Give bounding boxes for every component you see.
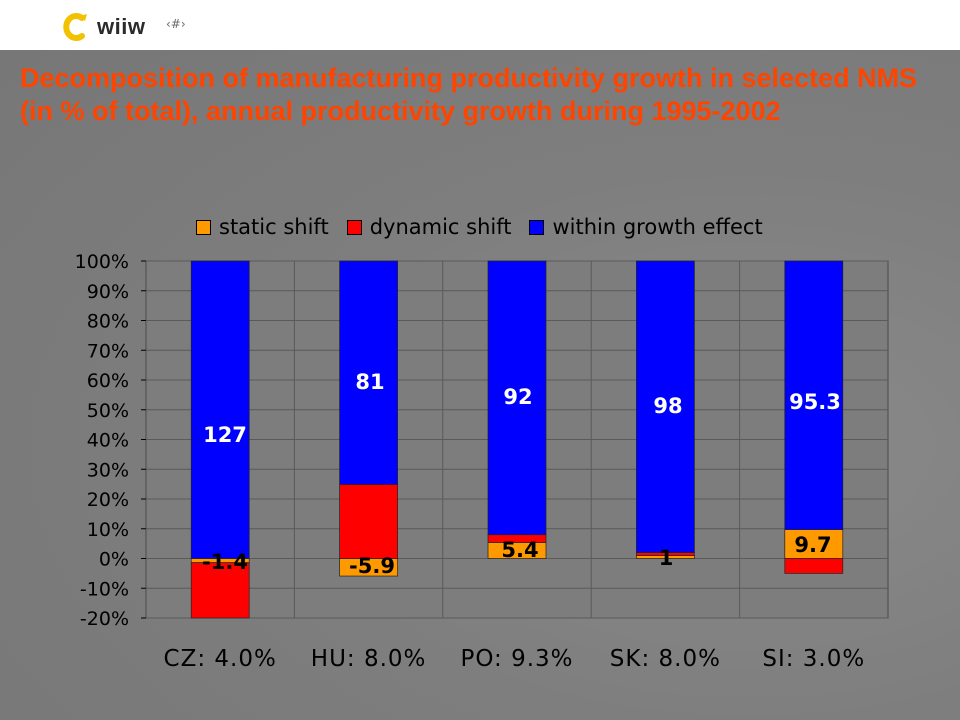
legend-label-dynamic-shift: dynamic shift — [369, 215, 512, 239]
legend-item-static-shift: static shift — [196, 215, 329, 239]
data-label: 9.7 — [794, 533, 831, 557]
y-tick-label: 10% — [87, 519, 129, 541]
bar-segment — [784, 260, 844, 530]
y-tick-label: 100% — [75, 251, 129, 273]
data-label: 98 — [653, 394, 682, 418]
y-tick-label: 70% — [87, 340, 129, 362]
data-label: 92 — [503, 385, 532, 409]
x-tick-label: SK: 8.0% — [610, 646, 721, 672]
data-label: 5.4 — [501, 538, 538, 562]
bar-segment — [190, 562, 250, 619]
y-tick-label: 60% — [87, 370, 129, 392]
x-tick-label: CZ: 4.0% — [164, 646, 277, 672]
legend-swatch-within-growth-effect — [529, 219, 545, 235]
data-label: -1.4 — [202, 550, 248, 574]
data-label: 81 — [355, 370, 384, 394]
y-tick-label: 90% — [87, 281, 129, 303]
wiiw-logo-icon — [63, 13, 87, 41]
legend-item-dynamic-shift: dynamic shift — [346, 215, 512, 239]
data-label: 1 — [659, 546, 674, 570]
bar-segment — [339, 260, 398, 485]
y-tick-label: 0% — [99, 549, 129, 571]
slide-title: Decomposition of manufacturing productiv… — [20, 63, 918, 126]
data-label: 127 — [203, 423, 247, 447]
y-tick-label: 80% — [87, 311, 129, 333]
chart-legend: static shift dynamic shift within growth… — [196, 214, 781, 240]
legend-label-static-shift: static shift — [219, 215, 329, 239]
bar-segment — [636, 260, 695, 553]
legend-swatch-static-shift — [196, 219, 211, 235]
legend-label-within-growth-effect: within growth effect — [552, 215, 763, 239]
y-tick-label: -10% — [80, 578, 129, 600]
slide-number: ‹#› — [166, 17, 186, 31]
y-tick-label: 20% — [87, 489, 129, 511]
x-tick-label: HU: 8.0% — [311, 646, 427, 672]
y-tick-label: 50% — [87, 400, 129, 422]
y-tick-label: 40% — [87, 430, 129, 452]
bar-segment — [784, 558, 844, 574]
header-bar: wiiw ‹#› — [0, 0, 960, 50]
legend-item-within-growth-effect: within growth effect — [529, 215, 763, 239]
bar-segment — [339, 484, 398, 559]
bar-segment — [190, 260, 250, 559]
data-label: -5.9 — [349, 554, 395, 578]
logo-text: wiiw — [97, 14, 146, 39]
y-tick-label: -20% — [80, 608, 129, 630]
x-tick-label: SI: 3.0% — [762, 646, 865, 672]
y-tick-label: 30% — [87, 459, 129, 481]
data-label: 95.3 — [789, 390, 841, 414]
x-tick-label: PO: 9.3% — [460, 646, 573, 672]
bar-segment — [487, 260, 547, 536]
legend-swatch-dynamic-shift — [346, 219, 362, 235]
